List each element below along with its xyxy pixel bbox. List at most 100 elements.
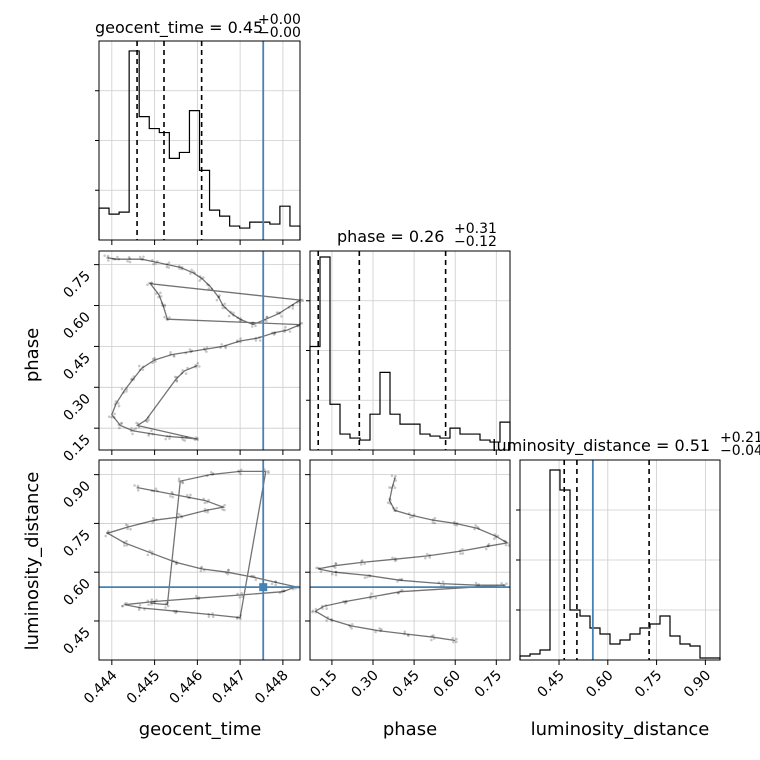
sample-point bbox=[125, 390, 128, 393]
sample-point bbox=[223, 302, 227, 306]
sample-point bbox=[386, 501, 390, 504]
sample-point bbox=[137, 364, 141, 368]
sample-point bbox=[291, 307, 295, 310]
sample-point bbox=[455, 640, 458, 644]
sample-point bbox=[164, 606, 167, 609]
sample-point bbox=[267, 471, 270, 475]
sample-point bbox=[452, 640, 455, 644]
sample-point bbox=[223, 503, 226, 507]
contour-luminosity_distance_vs_phase bbox=[314, 477, 510, 642]
sample-point bbox=[126, 527, 129, 531]
histogram-luminosity_distance bbox=[519, 469, 721, 660]
sample-point bbox=[174, 611, 177, 615]
sample-point bbox=[311, 610, 314, 614]
sample-point bbox=[374, 630, 377, 634]
sample-point bbox=[221, 508, 224, 511]
sample-point bbox=[154, 487, 158, 491]
sample-point bbox=[319, 570, 323, 573]
sample-point bbox=[154, 360, 157, 363]
sample-point bbox=[484, 547, 488, 551]
sample-point bbox=[266, 470, 270, 473]
sample-point bbox=[133, 484, 136, 487]
sample-point bbox=[334, 562, 337, 565]
title-geocent_time: geocent_time = 0.45 bbox=[95, 18, 263, 38]
sample-point bbox=[492, 537, 496, 541]
sample-point bbox=[163, 315, 166, 319]
panel-frame-luminosity_distance_vs_geocent_time bbox=[98, 459, 301, 661]
ylabel-luminosity_distance: luminosity_distance bbox=[22, 472, 43, 651]
sample-point bbox=[120, 421, 124, 425]
sample-point bbox=[107, 415, 111, 418]
sample-point bbox=[103, 254, 106, 257]
panel-frame-hist-geocent_time bbox=[98, 40, 301, 241]
sample-point bbox=[170, 490, 174, 494]
sample-point bbox=[218, 294, 221, 297]
sample-point bbox=[177, 477, 181, 481]
sample-point bbox=[300, 321, 304, 325]
sample-point bbox=[239, 472, 242, 476]
sample-point bbox=[334, 573, 338, 577]
sample-point bbox=[459, 552, 462, 555]
title-luminosity_distance-sup: +0.21 bbox=[720, 430, 760, 446]
sample-point bbox=[159, 291, 162, 295]
sample-point bbox=[131, 432, 134, 436]
sample-point bbox=[325, 607, 328, 610]
sample-point bbox=[146, 553, 150, 557]
sample-point bbox=[113, 412, 116, 416]
sample-point bbox=[311, 609, 315, 613]
sample-point bbox=[274, 583, 278, 587]
sample-point bbox=[395, 506, 398, 510]
sample-point bbox=[188, 348, 192, 351]
sample-point bbox=[220, 343, 223, 346]
panel-frame-hist-phase bbox=[309, 250, 511, 451]
sample-point bbox=[169, 494, 172, 498]
sample-point bbox=[300, 298, 304, 302]
sample-point bbox=[120, 604, 124, 608]
contour-phase_vs_geocent_time bbox=[107, 257, 302, 440]
sample-point bbox=[150, 429, 153, 433]
sample-point bbox=[388, 486, 391, 489]
sample-point bbox=[224, 346, 228, 350]
sample-point bbox=[135, 421, 138, 425]
sample-point bbox=[126, 524, 129, 527]
sample-point bbox=[185, 494, 189, 497]
sample-point bbox=[441, 580, 445, 584]
sample-point bbox=[238, 596, 242, 599]
sample-point bbox=[172, 355, 176, 358]
sample-point bbox=[110, 415, 114, 419]
sample-point bbox=[106, 254, 110, 258]
sample-point bbox=[250, 325, 254, 328]
sample-point bbox=[258, 339, 262, 342]
title-luminosity_distance-sub: −0.04 bbox=[720, 443, 760, 459]
sample-point bbox=[203, 507, 207, 511]
sample-point bbox=[424, 556, 427, 560]
xlabel-phase: phase bbox=[383, 719, 437, 740]
sample-point bbox=[181, 369, 184, 372]
sample-point bbox=[199, 569, 203, 573]
sample-point bbox=[167, 266, 171, 269]
sample-point bbox=[207, 287, 211, 290]
title-phase: phase = 0.26 bbox=[337, 227, 444, 246]
sample-point bbox=[147, 603, 150, 607]
sample-point bbox=[461, 548, 464, 551]
sample-point bbox=[190, 268, 193, 272]
sample-point bbox=[239, 468, 243, 472]
sample-point bbox=[123, 544, 126, 547]
xlabel-geocent_time: geocent_time bbox=[139, 719, 262, 740]
sample-point bbox=[275, 311, 279, 314]
sample-point bbox=[118, 426, 121, 430]
sample-point bbox=[265, 315, 269, 319]
sample-point bbox=[177, 512, 181, 516]
sample-point bbox=[183, 439, 187, 442]
sample-point bbox=[132, 428, 136, 431]
sample-point bbox=[487, 542, 491, 546]
histogram-geocent_time bbox=[98, 50, 301, 240]
sample-point bbox=[126, 259, 129, 263]
sample-point bbox=[394, 479, 398, 482]
sample-point bbox=[333, 566, 337, 569]
sample-point bbox=[425, 552, 429, 556]
sample-point bbox=[163, 303, 167, 307]
sample-point bbox=[407, 634, 410, 638]
sample-point bbox=[350, 627, 353, 630]
sample-point bbox=[391, 556, 394, 560]
